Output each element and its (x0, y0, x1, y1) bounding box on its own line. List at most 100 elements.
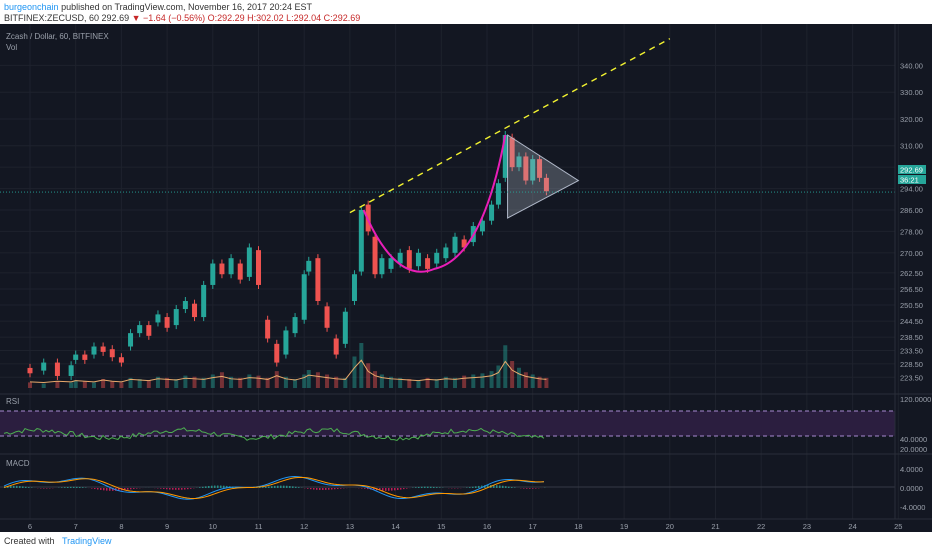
volume-bar (389, 376, 394, 388)
macd-hist-bar (262, 487, 264, 488)
candle-body (425, 258, 431, 269)
candle-body (100, 346, 106, 352)
macd-hist-bar (331, 488, 333, 490)
macd-hist-bar (292, 486, 294, 488)
volume-bar (352, 356, 357, 388)
macd-hist-bar (310, 488, 312, 490)
time-tick-label: 19 (620, 522, 628, 531)
volume-bar (110, 381, 115, 388)
macd-hist-bar (100, 488, 102, 490)
volume-bar (366, 363, 371, 388)
macd-hist-bar (403, 488, 405, 490)
macd-hist-bar (415, 487, 417, 488)
macd-hist-bar (502, 485, 504, 488)
volume-bar (210, 374, 215, 388)
macd-hist-bar (61, 487, 63, 488)
macd-hist-bar (187, 488, 189, 490)
volume-bar (523, 372, 528, 388)
volume-bar (398, 377, 403, 388)
macd-hist-bar (217, 485, 219, 488)
price-tick-label: 330.00 (900, 88, 923, 97)
candle-body (27, 367, 33, 374)
tradingview-link[interactable]: TradingView (62, 536, 112, 546)
chart-area[interactable]: Zcash / Dollar, 60, BITFINEX Vol 340.00 3… (0, 24, 932, 532)
macd-hist-bar (118, 488, 120, 491)
volume-bar (489, 371, 494, 388)
volume-bar (41, 383, 46, 388)
candle-body (315, 258, 321, 302)
macd-hist-bar (220, 485, 222, 488)
price-tick-label: 294.00 (900, 185, 923, 194)
candle-body (523, 156, 529, 181)
volume-bar (443, 376, 448, 388)
footer: Created with TradingView (0, 532, 932, 550)
candle-body (351, 274, 357, 302)
candle-body (146, 325, 152, 336)
candle-body (173, 309, 179, 326)
macd-hist-bar (76, 486, 78, 488)
author-link[interactable]: burgeonchain (4, 2, 59, 12)
price-badge: 292.69 (900, 166, 923, 175)
price-tick-label: 286.00 (900, 206, 923, 215)
candle-body (516, 156, 522, 168)
volume-bar (315, 372, 320, 388)
grid (0, 24, 899, 519)
candle-body (210, 263, 216, 285)
volume-bar (293, 379, 298, 388)
macd-hist-bar (400, 488, 402, 490)
volume-bar (373, 371, 378, 388)
rsi-label: RSI (6, 397, 19, 406)
volume-bar (334, 376, 339, 388)
time-tick-label: 9 (165, 522, 169, 531)
cup-curve (362, 134, 507, 273)
candle-body (379, 258, 385, 275)
price-tick-label: 238.50 (900, 333, 923, 342)
macd-hist-bar (286, 485, 288, 488)
candle-body (397, 252, 403, 264)
macd-hist-bar (64, 487, 66, 488)
macd-hist-bar (508, 486, 510, 488)
macd-pane: MACD (0, 453, 932, 500)
macd-hist-bar (328, 488, 330, 490)
publish-header: burgeonchain published on TradingView.co… (0, 0, 932, 24)
macd-hist-bar (418, 486, 420, 488)
macd-hist-bar (475, 486, 477, 488)
time-tick-label: 18 (574, 522, 582, 531)
macd-hist-bar (499, 485, 501, 488)
macd-hist-bar (73, 486, 75, 488)
candle-body (54, 362, 60, 376)
volume-bar (201, 377, 206, 388)
volume-bar (256, 375, 261, 388)
macd-hist-bar (43, 488, 45, 489)
macd-hist-bar (166, 488, 168, 490)
time-tick-label: 17 (529, 522, 537, 531)
volume-bar (496, 365, 501, 388)
candle-body (73, 354, 79, 360)
price-tick-label: 278.00 (900, 227, 923, 236)
candles (27, 131, 549, 380)
time-tick-label: 7 (74, 522, 78, 531)
volume-bar (146, 380, 151, 388)
macd-hist-bar (178, 488, 180, 490)
candle-body (342, 311, 348, 344)
macd-hist-bar (523, 488, 525, 489)
macd-hist-bar (46, 488, 48, 489)
chart-svg[interactable]: Zcash / Dollar, 60, BITFINEX Vol 340.00 3… (0, 24, 932, 532)
candle-body (237, 263, 243, 280)
time-tick-label: 25 (894, 522, 902, 531)
candle-body (128, 333, 134, 347)
macd-hist-bar (379, 488, 381, 491)
price-tick-label: 270.00 (900, 249, 923, 258)
volume-bar (503, 345, 508, 388)
macd-hist-bar (190, 488, 192, 489)
volume-bar (229, 376, 234, 388)
candle-body (137, 325, 143, 334)
volume-ma-line (29, 359, 547, 384)
macd-hist-bar (373, 488, 375, 490)
macd-hist-bar (481, 485, 483, 488)
macd-hist-bar (172, 488, 174, 490)
volume-bar (119, 382, 124, 388)
macd-hist-bar (283, 485, 285, 488)
volume-bar (137, 379, 142, 388)
